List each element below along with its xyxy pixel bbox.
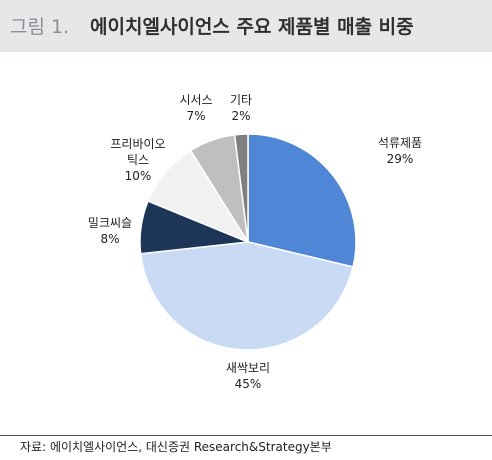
slice-name-label-6: 기타 — [230, 93, 252, 107]
slice-pct-label-5: 7% — [186, 109, 205, 123]
slice-name-label-5: 시서스 — [179, 93, 212, 107]
pie-slice-6 — [233, 133, 249, 243]
slice-name-label-4: 프리바이오 — [110, 137, 165, 151]
slice-pct-label-6: 2% — [231, 109, 250, 123]
pie-slice-1 — [247, 133, 357, 268]
slice-name-label-3: 밀크씨슬 — [88, 216, 132, 230]
figure-header: 그림 1. 에이치엘사이언스 주요 제품별 매출 비중 — [0, 0, 492, 52]
figure-label: 그림 1. — [10, 16, 70, 38]
slice-pct-label-2: 45% — [235, 377, 262, 391]
source-note: 자료: 에이치엘사이언스, 대신증권 Research&Strategy본부 — [20, 440, 332, 454]
slice-name-label-1: 석류제품 — [378, 136, 422, 150]
figure-title: 에이치엘사이언스 주요 제품별 매출 비중 — [90, 16, 414, 38]
source-divider — [0, 435, 492, 436]
pie-slice-2 — [139, 241, 354, 351]
slice-name-label-4: 틱스 — [127, 153, 149, 167]
slice-pct-label-1: 29% — [387, 152, 414, 166]
pie-slices — [139, 133, 357, 351]
slice-pct-label-3: 8% — [100, 232, 119, 246]
slice-name-label-2: 새싹보리 — [226, 361, 270, 375]
slice-pct-label-4: 10% — [125, 169, 152, 183]
